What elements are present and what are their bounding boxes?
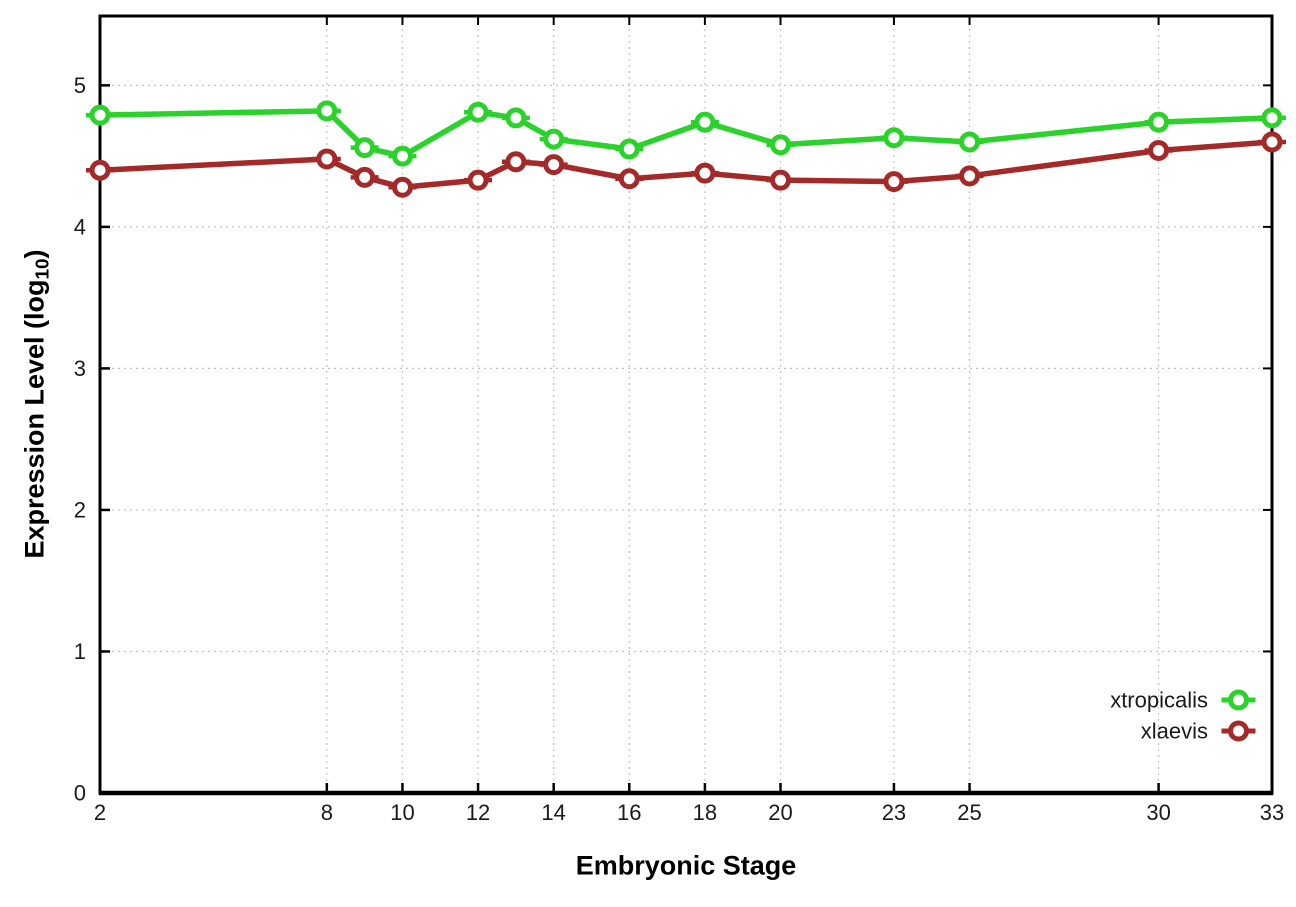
y-tick-label: 2: [74, 497, 86, 522]
data-point-xlaevis: [1261, 131, 1283, 153]
x-tick-label: 2: [94, 800, 106, 825]
x-tick-label: 33: [1260, 800, 1284, 825]
y-axis-title-close: ): [19, 249, 50, 259]
data-point-xlaevis: [694, 162, 716, 184]
legend-label-xtropicalis: xtropicalis: [1110, 688, 1208, 713]
x-tick-label: 18: [693, 800, 717, 825]
y-axis-title: Expression Level (log10): [20, 249, 55, 558]
x-axis-title: Embryonic Stage: [575, 850, 797, 881]
data-point-xlaevis: [618, 168, 640, 190]
data-point-xtropicalis: [618, 138, 640, 160]
plot-border: [98, 14, 1274, 795]
data-point-xtropicalis: [1261, 107, 1283, 129]
data-point-xtropicalis: [467, 101, 489, 123]
data-point-xlaevis: [89, 159, 111, 181]
data-point-xtropicalis: [354, 137, 376, 159]
y-tick-label: 3: [74, 356, 86, 381]
series-line-xlaevis: [97, 139, 1275, 191]
data-point-xtropicalis: [770, 134, 792, 156]
data-point-xlaevis: [505, 151, 527, 173]
x-tick-label: 8: [321, 800, 333, 825]
y-tick-label: 0: [74, 781, 86, 806]
data-point-xtropicalis: [391, 145, 413, 167]
data-point-xtropicalis: [543, 128, 565, 150]
y-tick-label: 4: [74, 214, 86, 239]
data-point-xlaevis: [883, 171, 905, 193]
y-axis-title-subscript: 10: [32, 258, 54, 280]
data-point-xlaevis: [543, 154, 565, 176]
x-tick-label: 23: [882, 800, 906, 825]
data-point-xtropicalis: [316, 100, 338, 122]
data-point-xtropicalis: [89, 104, 111, 126]
y-tick-label: 1: [74, 639, 86, 664]
data-point-xlaevis: [1148, 139, 1170, 161]
legend-marker-xlaevis: [1228, 720, 1249, 742]
data-point-xtropicalis: [959, 131, 981, 153]
data-point-xlaevis: [770, 169, 792, 191]
data-point-xlaevis: [316, 148, 338, 170]
data-point-xtropicalis: [694, 111, 716, 133]
x-tick-label: 14: [541, 800, 565, 825]
data-point-xtropicalis: [505, 107, 527, 129]
data-point-xlaevis: [467, 169, 489, 191]
x-tick-label: 12: [466, 800, 490, 825]
data-point-xtropicalis: [883, 127, 905, 149]
legend-label-xlaevis: xlaevis: [1141, 719, 1208, 744]
y-axis-title-text: Expression Level (log: [19, 279, 50, 559]
data-point-xlaevis: [959, 165, 981, 187]
data-point-xtropicalis: [1148, 111, 1170, 133]
x-tick-label: 16: [617, 800, 641, 825]
x-tick-label: 30: [1146, 800, 1170, 825]
data-point-xlaevis: [354, 166, 376, 188]
x-tick-label: 25: [957, 800, 981, 825]
data-point-xlaevis: [391, 176, 413, 198]
legend-marker-xtropicalis: [1228, 689, 1249, 711]
x-tick-label: 20: [768, 800, 792, 825]
x-tick-label: 10: [390, 800, 414, 825]
y-tick-label: 5: [74, 73, 86, 98]
series-line-xtropicalis: [97, 108, 1275, 159]
